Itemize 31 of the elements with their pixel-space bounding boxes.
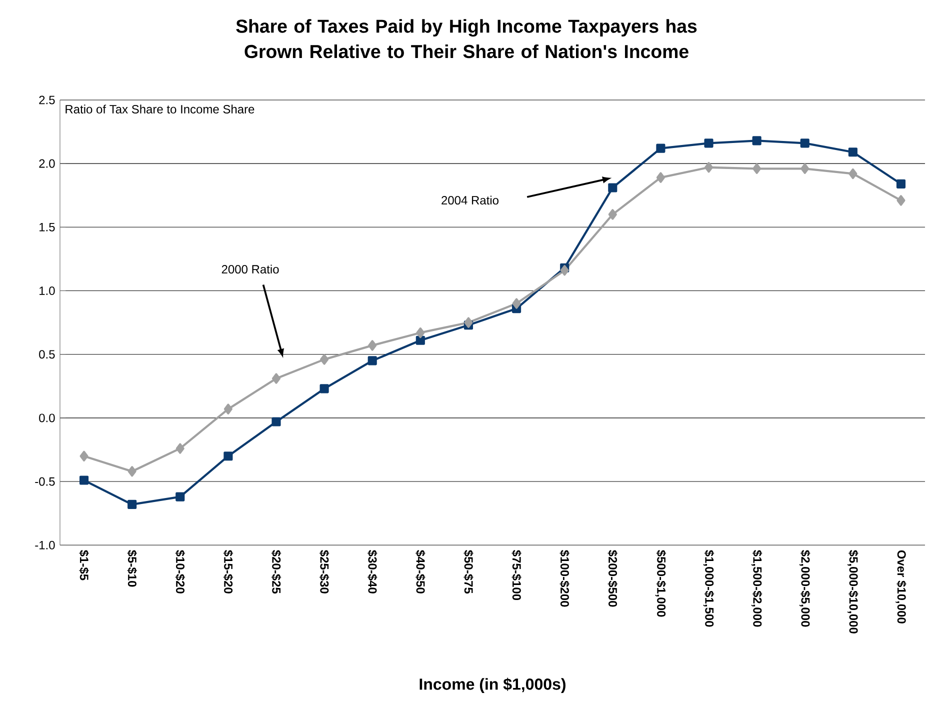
x-tick-label: Over $10,000 <box>896 550 906 624</box>
x-tick-label: $20-$25 <box>271 550 282 594</box>
x-tick-label: $15-$20 <box>223 550 234 594</box>
x-tick-label: $2,000-$5,000 <box>799 550 810 627</box>
x-tick-label: $5-$10 <box>127 550 137 587</box>
x-axis-title: Income (in $1,000s) <box>420 678 566 694</box>
x-tick-label: $75-$100 <box>512 550 522 600</box>
x-tick-label: $100-$200 <box>560 550 570 607</box>
y-tick-label: 1.5 <box>40 223 55 232</box>
annotation: 2000 Ratio <box>222 264 279 274</box>
x-tick-label: $10-$20 <box>175 550 186 594</box>
y-axis-title: Ratio of Tax Share to Income Share <box>66 104 254 114</box>
x-tick-label: $5,000-$10,000 <box>848 550 858 634</box>
x-tick-label: $1-$5 <box>79 550 89 580</box>
y-tick-label: 0.0 <box>39 414 55 422</box>
x-tick-label: $1,500-$2,000 <box>751 550 762 627</box>
chart-title: Share of Taxes Paid by High Income Taxpayers has Grown Relative to Their Share of Nation's Income <box>236 19 697 58</box>
y-tick-label: -1.0 <box>35 541 55 550</box>
x-tick-label: $500-$1,000 <box>655 550 666 617</box>
y-tick-label: 2.0 <box>39 159 55 168</box>
x-tick-label: $200-$500 <box>608 550 618 607</box>
x-tick-label: $25-$30 <box>319 550 330 594</box>
x-tick-label: $30-$40 <box>367 550 378 594</box>
x-tick-label: $1,000-$1,500 <box>703 550 714 627</box>
x-tick-label: $50-$75 <box>464 550 474 594</box>
y-tick-label: 2.5 <box>39 96 55 104</box>
x-tick-label: $40-$50 <box>416 550 426 594</box>
y-tick-label: 1.0 <box>40 286 55 296</box>
y-tick-label: -0.5 <box>35 477 55 486</box>
y-tick-label: 0.5 <box>39 350 55 359</box>
annotation: 2004 Ratio <box>442 196 498 205</box>
